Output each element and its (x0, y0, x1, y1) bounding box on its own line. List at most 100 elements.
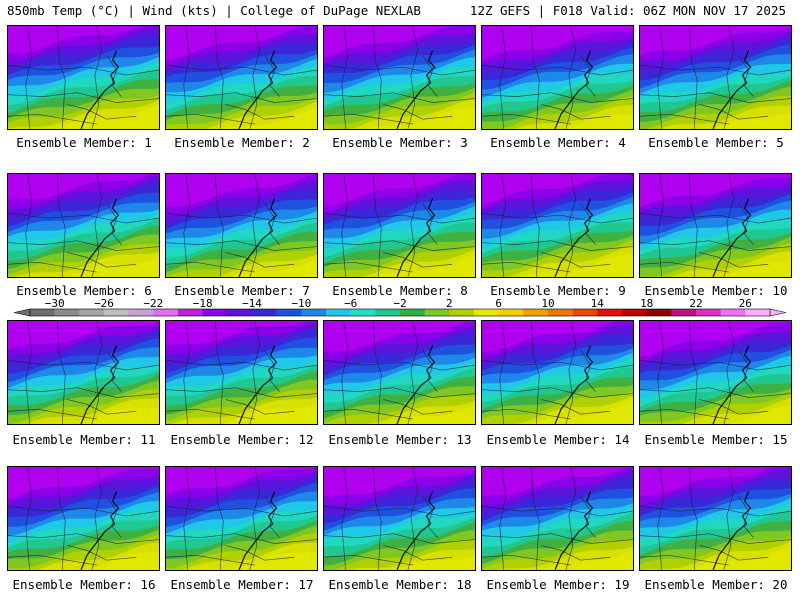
ensemble-member-label: Ensemble Member: 12 (170, 432, 314, 447)
ensemble-map-panel (323, 173, 476, 278)
colorbar-swatch (178, 309, 203, 316)
ensemble-member-label: Ensemble Member: 4 (490, 135, 626, 150)
temperature-map (640, 467, 791, 570)
ensemble-map-panel (323, 25, 476, 130)
colorbar-swatch (745, 309, 771, 316)
temperature-map (482, 467, 633, 570)
colorbar-tick-label: 2 (446, 297, 453, 310)
colorbar-tick-label: −14 (242, 297, 262, 310)
ensemble-member-label: Ensemble Member: 18 (328, 577, 472, 592)
ensemble-member-label: Ensemble Member: 15 (644, 432, 788, 447)
colorbar-swatch (548, 309, 573, 316)
colorbar-swatch (572, 309, 598, 316)
colorbar-swatch (227, 309, 253, 316)
colorbar-swatch (597, 309, 623, 316)
ensemble-member-label: Ensemble Member: 17 (170, 577, 314, 592)
colorbar-swatch (720, 309, 746, 316)
valid-time-label: 12Z GEFS | F018 Valid: 06Z MON NOV 17 20… (469, 3, 786, 18)
temperature-map (324, 26, 475, 129)
ensemble-map-panel (481, 25, 634, 130)
colorbar-tick-label: 10 (541, 297, 554, 310)
temperature-map (166, 321, 317, 424)
ensemble-map-panel (323, 466, 476, 571)
ensemble-map-panel (639, 173, 792, 278)
temperature-map (640, 174, 791, 277)
colorbar-tick-label: 22 (689, 297, 702, 310)
colorbar-swatch (30, 309, 55, 316)
ensemble-map-panel (7, 25, 160, 130)
ensemble-member-label: Ensemble Member: 2 (174, 135, 310, 150)
ensemble-member-label: Ensemble Member: 19 (486, 577, 630, 592)
colorbar-tick-label: −10 (291, 297, 311, 310)
temperature-colorbar: −30−26−22−18−14−10−6−2261014182226303438… (14, 297, 786, 321)
temperature-map (8, 321, 159, 424)
colorbar-swatch (79, 309, 105, 316)
ensemble-map-panel (7, 320, 160, 425)
temperature-map (8, 26, 159, 129)
temperature-map (324, 174, 475, 277)
ensemble-member-label: Ensemble Member: 7 (174, 283, 310, 298)
colorbar-swatch (104, 309, 129, 316)
colorbar-swatch (523, 309, 549, 316)
colorbar-swatch (671, 309, 697, 316)
temperature-map (166, 174, 317, 277)
colorbar-tick-label: −2 (393, 297, 406, 310)
colorbar-tick-label: −6 (344, 297, 357, 310)
ensemble-map-panel (481, 173, 634, 278)
temperature-map (482, 174, 633, 277)
colorbar-swatch (252, 309, 277, 316)
ensemble-member-label: Ensemble Member: 14 (486, 432, 630, 447)
ensemble-member-label: Ensemble Member: 9 (490, 283, 626, 298)
temperature-map (324, 321, 475, 424)
colorbar-swatch (326, 309, 351, 316)
colorbar-swatch (202, 309, 228, 316)
ensemble-map-panel (481, 320, 634, 425)
colorbar-tick-label: −26 (94, 297, 114, 310)
temperature-map (640, 26, 791, 129)
colorbar-swatch (646, 309, 672, 316)
ensemble-map-panel (639, 466, 792, 571)
colorbar-tick-label: 14 (591, 297, 605, 310)
colorbar-swatch (474, 309, 499, 316)
right-triangle-icon (769, 308, 786, 317)
temperature-map (482, 321, 633, 424)
colorbar-swatch (153, 309, 179, 316)
temperature-map (324, 467, 475, 570)
colorbar-tick-label: 26 (739, 297, 752, 310)
colorbar-tick-label: −22 (143, 297, 163, 310)
colorbar-swatch (424, 309, 450, 316)
colorbar-swatch (301, 309, 327, 316)
temperature-map (166, 467, 317, 570)
colorbar-graphic: −30−26−22−18−14−10−6−2261014182226303438… (14, 297, 786, 317)
ensemble-member-label: Ensemble Member: 16 (12, 577, 156, 592)
colorbar-swatch (350, 309, 376, 316)
colorbar-swatch (128, 309, 154, 316)
ensemble-member-label: Ensemble Member: 20 (644, 577, 788, 592)
temperature-map (640, 321, 791, 424)
ensemble-member-label: Ensemble Member: 8 (332, 283, 468, 298)
left-triangle-icon (14, 308, 31, 317)
temperature-map (166, 26, 317, 129)
ensemble-member-label: Ensemble Member: 3 (332, 135, 468, 150)
ensemble-map-panel (165, 466, 318, 571)
temperature-map (8, 467, 159, 570)
ensemble-member-label: Ensemble Member: 10 (644, 283, 788, 298)
ensemble-map-panel (165, 320, 318, 425)
ensemble-member-label: Ensemble Member: 13 (328, 432, 472, 447)
colorbar-swatch (449, 309, 475, 316)
colorbar-swatch (622, 309, 647, 316)
ensemble-member-label: Ensemble Member: 11 (12, 432, 156, 447)
ensemble-map-panel (481, 466, 634, 571)
temperature-map (8, 174, 159, 277)
ensemble-member-label: Ensemble Member: 1 (16, 135, 152, 150)
ensemble-member-label: Ensemble Member: 6 (16, 283, 152, 298)
ensemble-map-panel (7, 466, 160, 571)
colorbar-tick-label: 6 (495, 297, 502, 310)
map-title: 850mb Temp (°C) | Wind (kts) | College o… (7, 3, 421, 18)
colorbar-tick-label: 18 (640, 297, 653, 310)
colorbar-tick-label: −18 (193, 297, 213, 310)
ensemble-map-panel (639, 25, 792, 130)
ensemble-map-panel (639, 320, 792, 425)
colorbar-swatch (276, 309, 302, 316)
temperature-map (482, 26, 633, 129)
